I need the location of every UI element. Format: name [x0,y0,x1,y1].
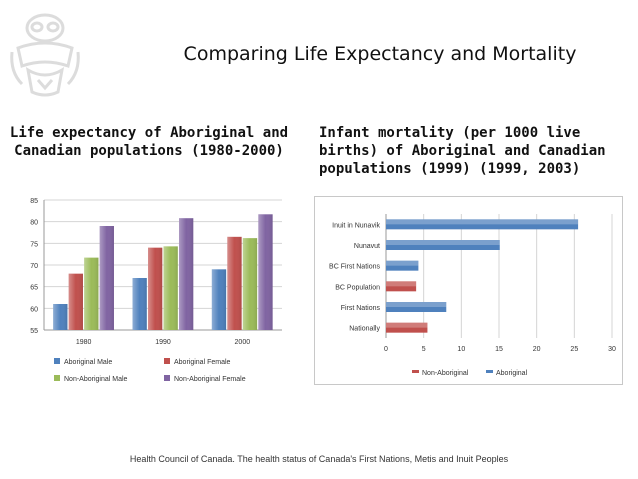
legend-label: Non-Aboriginal Male [64,376,128,383]
bar-sheen [258,214,273,330]
bar-sheen [242,238,258,330]
bar-non-aboriginal-male-1980 [84,257,99,330]
bar-non-aboriginal-female-2000 [258,214,273,330]
haida-logo [10,13,80,97]
y-tick-label: 60 [30,306,38,313]
bar-aboriginal-nunavut [386,240,500,250]
life-expectancy-chart: 55 60 65 70 75 80 85 1980 1990 2000 Aboriginal Mal… [30,198,282,383]
x-tick-label: 1980 [76,339,92,346]
legend-item-aboriginal-male: Aboriginal Male [54,358,112,366]
bar-sheen [386,260,419,266]
bar-sheen [386,281,417,287]
y-tick-label: 55 [30,328,38,335]
bar-fill [386,240,500,250]
bar-sheen [386,219,579,225]
infant-mortality-chart-frame [314,196,623,385]
legend-item-aboriginal: Aboriginal [486,370,528,377]
category-label: BC First Nations [329,264,380,271]
source-footer: Health Council of Canada. The health sta… [129,454,509,464]
legend-swatch [486,370,493,373]
bar-sheen [386,302,447,307]
legend-item-aboriginal-female: Aboriginal Female [164,358,231,366]
category-label: BC Population [335,284,380,291]
legend-item-non-aboriginal-male: Non-Aboriginal Male [54,375,128,383]
x-tick-label: 25 [570,346,578,353]
bar-sheen [99,226,114,330]
legend-label: Non-Aboriginal Female [174,376,246,383]
x-tick-label: 20 [533,346,541,353]
infant-mortality-chart: 0 5 10 15 20 25 30 Inuit in Nunavik Nunavut BC Fi… [329,214,616,377]
legend-swatch [54,358,60,364]
y-tick-label: 85 [30,198,38,205]
bar-sheen [68,273,83,330]
y-tick-label: 80 [30,220,38,227]
right-chart-heading: Infant mortality (per 1000 live births) … [319,125,606,177]
y-tick-label: 65 [30,285,38,292]
legend-label: Aboriginal [496,370,528,377]
slide-title: Comparing Life Expectancy and Mortality [183,43,577,65]
bar-sheen [227,236,242,330]
bar-aboriginal-male-2000 [211,269,227,330]
bar-aboriginal-female-2000 [227,236,242,330]
bar-non-aboriginal-female-1980 [99,226,114,330]
left-chart-heading: Life expectancy of Aboriginal and Canadi… [9,125,289,159]
x-tick-label: 30 [608,346,616,353]
x-tick-label: 2000 [235,339,251,346]
bar-non-aboriginal-nationally [386,322,428,333]
bar-non-aboriginal-bc-population [386,281,417,292]
legend-item-non-aboriginal-female: Non-Aboriginal Female [164,375,246,383]
bar-sheen [53,304,68,330]
bar-non-aboriginal-male-1990 [163,246,178,330]
bar-aboriginal-inuit-in-nunavik [386,219,579,230]
legend-label: Non-Aboriginal [422,370,469,377]
bar-fill [386,219,579,230]
bar-sheen [163,246,178,330]
bar-sheen [148,247,163,330]
bar-sheen [386,240,500,245]
bar-sheen [132,278,147,330]
bar-non-aboriginal-male-2000 [242,238,258,330]
legend-swatch [412,370,419,373]
y-tick-label: 75 [30,241,38,248]
legend-swatch [164,358,170,364]
category-label: First Nations [341,305,381,312]
x-tick-label: 0 [384,346,388,353]
bar-aboriginal-female-1990 [148,247,163,330]
bar-sheen [84,257,99,330]
bar-fill [386,302,447,312]
bar-sheen [211,269,227,330]
x-tick-label: 10 [457,346,465,353]
bar-aboriginal-male-1990 [132,278,147,330]
bar-sheen [179,218,194,330]
legend-swatch [164,375,170,381]
category-label: Inuit in Nunavik [332,222,380,229]
bar-aboriginal-bc-first-nations [386,260,419,271]
bar-fill [386,281,417,292]
category-label: Nationally [349,326,380,333]
y-tick-label: 70 [30,263,38,270]
category-label: Nunavut [354,243,380,250]
x-tick-label: 1990 [155,339,171,346]
x-tick-label: 5 [422,346,426,353]
bar-aboriginal-female-1980 [68,273,83,330]
bar-aboriginal-male-1980 [53,304,68,330]
x-tick-label: 15 [495,346,503,353]
bar-sheen [386,322,428,328]
legend-label: Aboriginal Male [64,359,112,366]
bar-fill [386,322,428,333]
bar-fill [386,260,419,271]
legend-item-non-aboriginal: Non-Aboriginal [412,370,469,377]
bar-non-aboriginal-female-1990 [179,218,194,330]
legend-label: Aboriginal Female [174,359,231,366]
legend-swatch [54,375,60,381]
bar-aboriginal-first-nations [386,302,447,312]
